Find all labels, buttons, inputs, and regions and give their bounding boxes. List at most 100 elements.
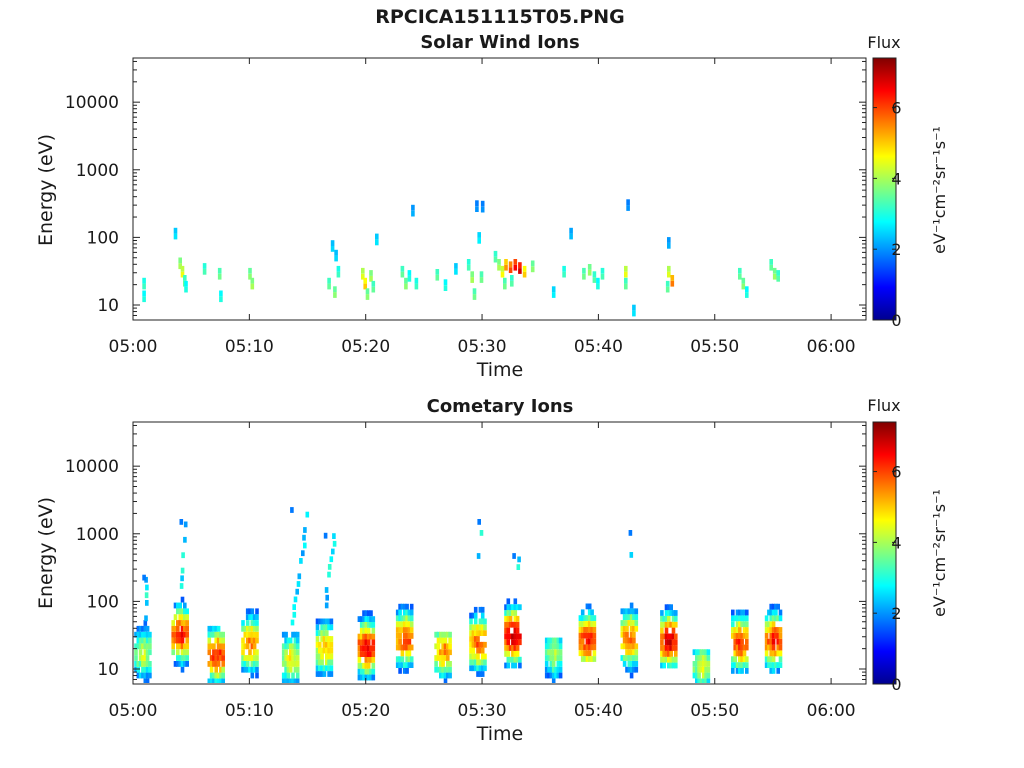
heatmap-cell bbox=[143, 631, 148, 638]
heatmap-cell bbox=[219, 296, 223, 303]
heatmap-cell bbox=[767, 638, 771, 645]
heatmap-cell bbox=[293, 637, 298, 644]
heatmap-cell bbox=[769, 638, 773, 645]
heatmap-cell bbox=[252, 631, 257, 638]
heatmap-cell bbox=[219, 631, 223, 638]
heatmap-cell bbox=[764, 662, 769, 668]
heatmap-cell bbox=[255, 608, 259, 615]
heatmap-cell bbox=[443, 666, 448, 673]
heatmap-cell bbox=[769, 662, 773, 668]
heatmap-cell bbox=[515, 615, 520, 622]
heatmap-cell bbox=[477, 232, 481, 238]
heatmap-cell bbox=[325, 636, 329, 642]
heatmap-cell bbox=[407, 275, 412, 282]
heatmap-cell bbox=[173, 631, 178, 638]
heatmap-cell bbox=[769, 264, 773, 271]
heatmap-cell bbox=[219, 666, 223, 673]
heatmap-cell bbox=[407, 633, 412, 639]
heatmap-cell bbox=[472, 294, 477, 300]
heatmap-cell bbox=[776, 668, 780, 674]
heatmap-cell bbox=[361, 273, 365, 280]
heatmap-cell bbox=[330, 246, 335, 252]
heatmap-cell bbox=[366, 633, 371, 640]
heatmap-cell bbox=[740, 615, 744, 622]
heatmap-cell bbox=[245, 614, 250, 620]
heatmap-cell bbox=[662, 615, 666, 622]
heatmap-cell bbox=[471, 624, 476, 631]
heatmap-cell bbox=[578, 626, 583, 633]
heatmap-cell bbox=[504, 627, 508, 634]
heatmap-cell bbox=[183, 631, 187, 638]
heatmap-cell bbox=[434, 666, 438, 673]
heatmap-cell bbox=[145, 625, 150, 632]
heatmap-cell bbox=[556, 649, 561, 656]
heatmap-cell bbox=[443, 672, 448, 679]
heatmap-cell bbox=[183, 536, 187, 543]
heatmap-cell bbox=[480, 624, 485, 631]
heatmap-cell bbox=[629, 637, 634, 644]
heatmap-cell bbox=[554, 672, 558, 679]
heatmap-cell bbox=[362, 616, 366, 622]
heatmap-cell bbox=[315, 624, 320, 631]
heatmap-cell bbox=[634, 608, 639, 615]
heatmap-cell bbox=[624, 283, 628, 290]
heatmap-cell bbox=[243, 631, 248, 638]
heatmap-cell bbox=[669, 656, 673, 663]
heatmap-cell bbox=[480, 671, 485, 677]
heatmap-cell bbox=[439, 655, 443, 661]
heatmap-cell bbox=[216, 661, 221, 667]
heatmap-cell bbox=[706, 666, 711, 673]
heatmap-cell bbox=[362, 633, 366, 640]
heatmap-cell bbox=[764, 633, 769, 639]
heatmap-cell bbox=[769, 656, 773, 663]
heatmap-cell bbox=[554, 643, 558, 650]
heatmap-cell bbox=[769, 609, 773, 616]
heatmap-cell bbox=[667, 615, 671, 622]
heatmap-cell bbox=[627, 643, 632, 650]
heatmap-cell bbox=[587, 650, 592, 657]
heatmap-cell bbox=[439, 672, 443, 679]
heatmap-cell bbox=[320, 624, 324, 631]
heatmap-cell bbox=[625, 625, 629, 632]
heatmap-cell bbox=[371, 668, 376, 675]
heatmap-cell bbox=[327, 571, 331, 578]
heatmap-cell bbox=[395, 633, 400, 639]
heatmap-cell bbox=[778, 633, 783, 639]
heatmap-cell bbox=[580, 644, 585, 651]
heatmap-cell bbox=[547, 666, 551, 673]
heatmap-cell bbox=[409, 621, 414, 628]
heatmap-cell bbox=[627, 655, 632, 661]
heatmap-cell bbox=[214, 672, 218, 679]
heatmap-cell bbox=[303, 527, 307, 533]
heatmap-cell bbox=[735, 650, 740, 657]
heatmap-cell bbox=[518, 268, 522, 274]
heatmap-cell bbox=[664, 621, 669, 628]
heatmap-cell bbox=[476, 624, 480, 631]
heatmap-cell bbox=[547, 637, 551, 644]
heatmap-cell bbox=[590, 638, 594, 645]
heatmap-cell bbox=[176, 608, 180, 615]
heatmap-cell bbox=[364, 645, 369, 652]
heatmap-cell bbox=[629, 614, 634, 620]
heatmap-cell bbox=[471, 630, 476, 636]
heatmap-cell bbox=[364, 627, 369, 634]
heatmap-cell bbox=[364, 633, 369, 640]
heatmap-cell bbox=[551, 655, 556, 661]
heatmap-cell bbox=[371, 286, 376, 293]
panel-cometary: Cometary Ions Flux 05:00 05:10 05:20 05:30 0… bbox=[35, 396, 949, 745]
heatmap-cell bbox=[301, 550, 305, 557]
heatmap-cell bbox=[771, 609, 776, 616]
heatmap-cell bbox=[745, 633, 749, 639]
heatmap-cell bbox=[551, 637, 556, 644]
heatmap-cell bbox=[483, 618, 487, 625]
heatmap-cell bbox=[551, 292, 556, 298]
heatmap-cell bbox=[209, 655, 214, 661]
heatmap-cell bbox=[733, 650, 737, 657]
heatmap-cell bbox=[136, 672, 141, 679]
heatmap-cell bbox=[366, 610, 371, 617]
heatmap-cell bbox=[255, 637, 259, 644]
heatmap-cell bbox=[371, 657, 376, 663]
heatmap-cell bbox=[554, 637, 558, 644]
heatmap-cell bbox=[669, 651, 673, 657]
heatmap-cell bbox=[624, 277, 628, 284]
